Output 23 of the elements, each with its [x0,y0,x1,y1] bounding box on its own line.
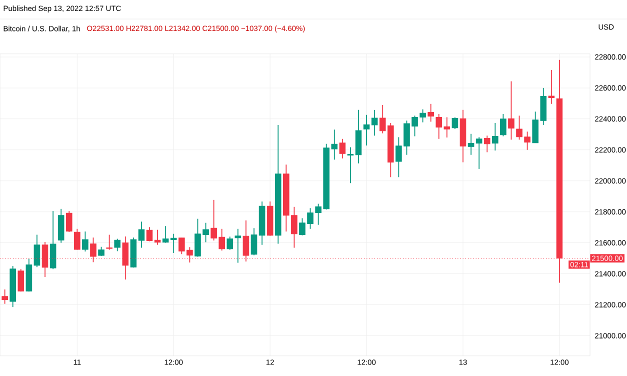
candlestick [428,103,434,122]
candlestick [74,228,80,250]
candlestick [347,146,354,184]
candlestick [2,288,8,304]
candlestick [226,236,234,250]
candlestick [234,228,242,264]
candlestick [154,229,161,246]
candlestick [18,268,24,292]
candlestick [106,234,112,250]
candlestick [66,210,72,232]
candlestick [548,70,555,104]
candlestick [146,226,153,242]
candlestick [452,116,458,130]
candlestick [508,80,514,140]
candlestick [82,231,88,252]
candlestick [138,221,145,248]
candlestick [484,135,490,153]
candlestick [339,138,346,159]
candlestick [500,114,506,137]
candlestick [250,228,258,256]
candlestick [114,238,120,252]
candlestick [98,246,104,256]
candlestick [492,122,498,151]
